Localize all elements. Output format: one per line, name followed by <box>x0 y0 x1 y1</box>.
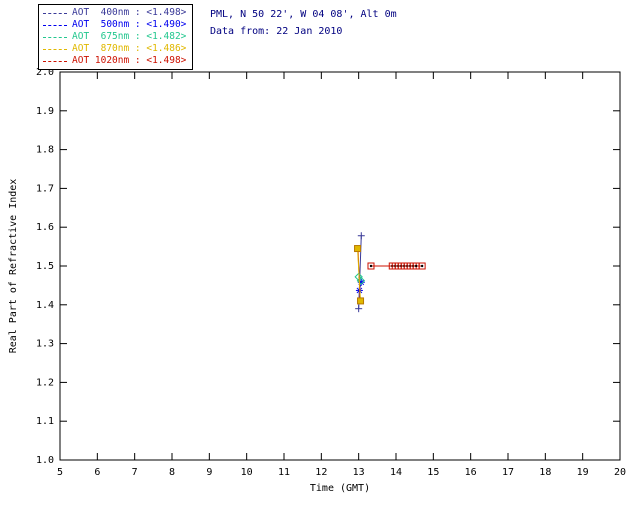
y-tick-label: 1.8 <box>36 145 54 156</box>
legend-row-2: AOT 675nm : <1.482> <box>43 31 186 43</box>
legend-line-sample-870nm <box>43 48 67 50</box>
legend-line-sample-1020nm <box>43 60 67 62</box>
series-aot-870nm <box>354 245 365 305</box>
y-tick-label: 1.5 <box>36 261 54 272</box>
x-tick-label: 12 <box>315 467 327 478</box>
legend-row-1: AOT 500nm : <1.490> <box>43 19 186 31</box>
legend-line-sample-675nm <box>43 36 67 38</box>
legend-label-675nm: AOT 675nm : <1.482> <box>72 31 187 42</box>
legend-label-870nm: AOT 870nm : <1.486> <box>72 43 187 54</box>
y-tick-label: 1.1 <box>36 416 54 427</box>
legend-label-400nm: AOT 400nm : <1.498> <box>72 7 187 18</box>
y-tick-label: 1.6 <box>36 222 54 233</box>
x-tick-label: 19 <box>577 467 589 478</box>
legend-label-500nm: AOT 500nm : <1.490> <box>72 19 187 30</box>
station-location-line: PML, N 50 22', W 04 08', Alt 0m <box>210 9 397 20</box>
legend-row-3: AOT 870nm : <1.486> <box>43 43 186 55</box>
legend-box: AOT 400nm : <1.498> AOT 500nm : <1.490> … <box>38 4 194 70</box>
y-tick-label: 1.2 <box>36 377 54 388</box>
x-tick-label: 10 <box>241 467 253 478</box>
x-tick-label: 20 <box>614 467 626 478</box>
y-tick-label: 1.4 <box>36 300 54 311</box>
plot-frame <box>59 71 621 461</box>
x-tick-label: 17 <box>502 467 514 478</box>
axes: 5 6 7 8 9 10 11 12 13 14 15 16 17 18 19 20 1.0 1.1 1.2 1.3 1… <box>8 67 626 494</box>
legend-row-0: AOT 400nm : <1.498> <box>43 7 186 19</box>
x-tick-label: 7 <box>132 467 138 478</box>
x-tick-label: 15 <box>427 467 439 478</box>
y-tick-label: 1.9 <box>36 106 54 117</box>
x-tick-label: 16 <box>465 467 477 478</box>
y-tick-label: 2.0 <box>36 67 54 78</box>
y-tick-label: 1.3 <box>36 339 54 350</box>
y-tick-label: 1.0 <box>36 455 54 466</box>
legend-line-sample-400nm <box>43 12 67 14</box>
x-tick-label: 18 <box>539 467 551 478</box>
y-axis-label: Real Part of Refractive Index <box>8 179 19 354</box>
x-tick-label: 13 <box>353 467 365 478</box>
x-tick-label: 11 <box>278 467 290 478</box>
station-info: PML, N 50 22', W 04 08', Alt 0m Data fro… <box>210 6 397 40</box>
x-tick-label: 14 <box>390 467 402 478</box>
x-axis-label: Time (GMT) <box>310 483 370 494</box>
legend-line-sample-500nm <box>43 24 67 26</box>
series-aot-1020nm <box>357 247 426 302</box>
x-tick-label: 9 <box>206 467 212 478</box>
y-tick-label: 1.7 <box>36 183 54 194</box>
x-tick-label: 8 <box>169 467 175 478</box>
legend-label-1020nm: AOT 1020nm : <1.498> <box>72 55 187 66</box>
x-tick-label: 5 <box>57 467 63 478</box>
legend-row-4: AOT 1020nm : <1.498> <box>43 55 186 67</box>
data-date-line: Data from: 22 Jan 2010 <box>210 26 343 37</box>
x-tick-label: 6 <box>94 467 100 478</box>
